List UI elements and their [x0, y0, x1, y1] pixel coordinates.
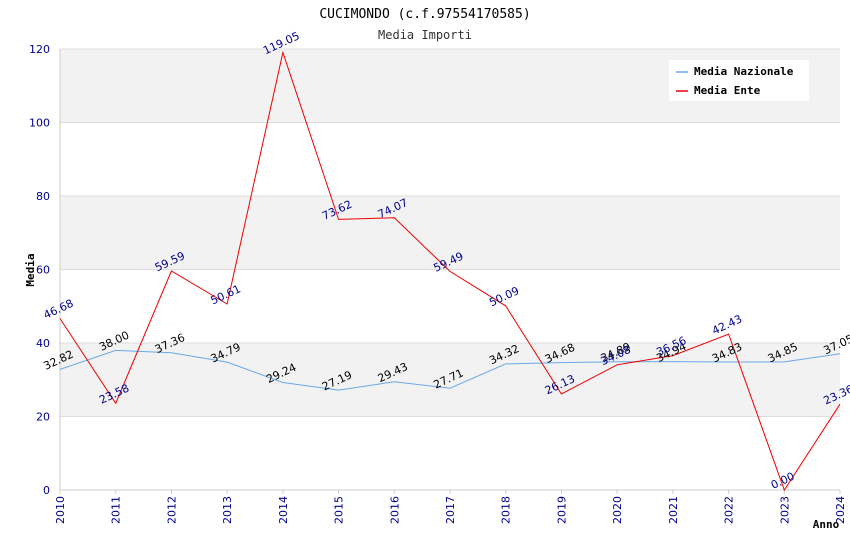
- y-axis-label: Media: [24, 253, 37, 286]
- y-tick-label: 20: [36, 411, 50, 424]
- plot-band: [60, 343, 840, 417]
- x-tick-label: 2018: [500, 496, 513, 524]
- legend: Media Nazionale Media Ente: [669, 60, 809, 101]
- y-tick-label: 120: [29, 43, 50, 56]
- x-tick-label: 2013: [221, 496, 234, 524]
- axes: [59, 49, 841, 494]
- legend-label-media-nazionale: Media Nazionale: [694, 65, 794, 78]
- y-tick-labels: 0 20 40 60 80 100 120: [29, 43, 50, 497]
- x-tick-label: 2015: [333, 496, 346, 524]
- legend-label-media-ente: Media Ente: [694, 84, 761, 97]
- y-tick-label: 80: [36, 190, 50, 203]
- chart-title: CUCIMONDO (c.f.97554170585): [319, 7, 530, 22]
- x-tick-labels: 2010 2011 2012 2013 2014 2015 2016 2017 2018 2019…: [54, 496, 847, 524]
- legend-box: [669, 60, 809, 101]
- plot-band: [60, 196, 840, 270]
- x-tick-label: 2011: [110, 496, 123, 524]
- x-tick-label: 2016: [388, 496, 401, 524]
- series-lines: [59, 50, 841, 492]
- x-tick-label: 2024: [834, 496, 847, 524]
- x-axis-label: Anno: [813, 518, 840, 531]
- x-tick-label: 2020: [611, 496, 624, 524]
- series-line-media-ente: [59, 50, 841, 492]
- plot-band: [60, 416, 840, 490]
- y-tick-label: 60: [36, 264, 50, 277]
- x-tick-label: 2012: [165, 496, 178, 524]
- y-tick-label: 100: [29, 117, 50, 130]
- y-tick-label: 40: [36, 337, 50, 350]
- x-tick-label: 2022: [723, 496, 736, 524]
- x-tick-label: 2010: [54, 496, 67, 524]
- x-tick-label: 2014: [277, 496, 290, 524]
- plot-band: [60, 122, 840, 196]
- x-tick-label: 2021: [667, 496, 680, 524]
- x-tick-label: 2019: [555, 496, 568, 524]
- x-tick-label: 2017: [444, 496, 457, 524]
- x-tick-label: 2023: [778, 496, 791, 524]
- series-line-media-nazionale: [59, 349, 841, 391]
- y-tick-label: 0: [43, 484, 50, 497]
- chart-subtitle: Media Importi: [378, 28, 472, 42]
